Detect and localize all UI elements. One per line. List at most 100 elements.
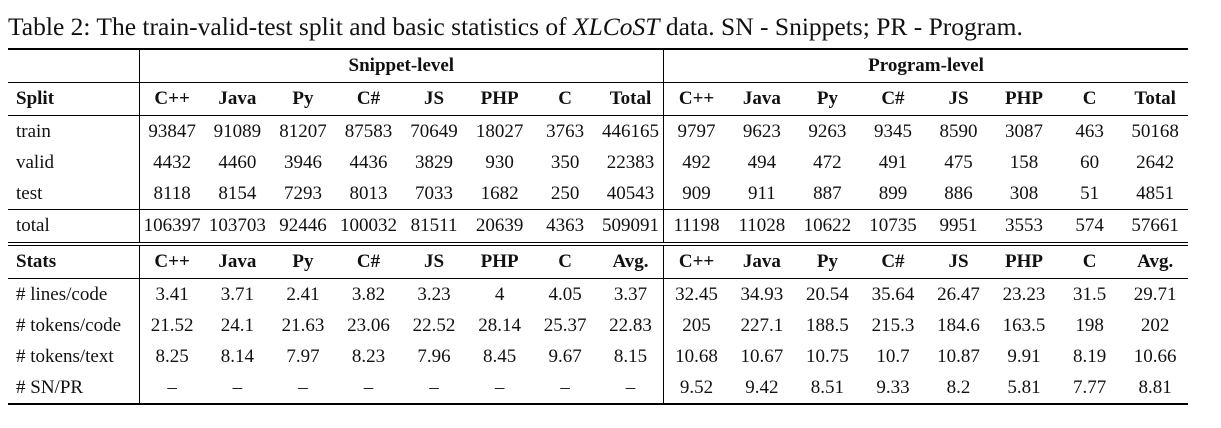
table-cell: 93847 [138,115,205,147]
column-header: C# [860,82,926,116]
table-cell: 29.71 [1122,278,1188,310]
table-cell: 188.5 [806,314,849,336]
table-cell: 4851 [1136,182,1175,204]
table-cell: 81511 [401,209,467,244]
table-cell: 9623 [729,115,795,147]
table-cell: 9345 [860,115,926,147]
table-cell: 10.66 [1133,345,1177,367]
row-label: valid [16,151,54,173]
table-cell: 4.05 [532,278,598,310]
table-cell: 9.91 [1007,345,1041,367]
table-cell: 24.1 [220,314,255,336]
table-cell: 3763 [532,115,598,147]
table-cell: – [204,372,271,405]
column-header: Java [729,82,795,116]
table-cell: 574 [1056,209,1123,244]
table-cell: 163.5 [1002,314,1046,336]
column-header: JS [401,242,467,279]
column-header: C# [335,242,402,279]
table-cell: 106397 [138,209,205,244]
table-cell: 9263 [794,115,861,147]
row-label: # lines/code [8,278,140,310]
table-cell: 87583 [335,115,402,147]
table-cell: 35.64 [860,278,926,310]
table-cell: 887 [813,182,842,204]
table-cell: 8590 [925,115,992,147]
table-cell: – [270,372,336,405]
table-cell: 9.33 [860,372,926,405]
table-cell: 23.23 [991,278,1057,310]
table-cell: 492 [663,147,730,178]
table-cell: 4436 [349,151,388,173]
table-cell: 7.77 [1056,372,1123,405]
table-cell: 103703 [204,209,271,244]
table-cell: 100032 [335,209,402,244]
table-cell: 60 [1080,151,1100,173]
table-cell: 3.71 [204,278,271,310]
column-header: Total [597,82,664,116]
table-cell: – [335,372,402,405]
row-label: test [16,182,43,204]
table-cell: 8.14 [220,345,255,367]
column-header: C++ [138,242,205,279]
table-cell: 491 [878,151,908,173]
table-cell: 10.68 [663,341,730,372]
table-cell: 886 [944,182,973,204]
table-cell: 40543 [606,182,655,204]
column-header: C [1056,82,1123,116]
table-cell: 3.82 [335,278,402,310]
table-cell: 1682 [480,182,519,204]
table-cell: 26.47 [925,278,992,310]
table-cell: 198 [1075,314,1104,336]
table-cell: – [138,372,205,405]
table-cell: 4363 [532,209,598,244]
table-cell: 21.63 [281,314,325,336]
table-cell: 50168 [1122,115,1188,147]
table-cell: 250 [550,182,580,204]
table-cell: 899 [878,182,908,204]
table-row: # SN/PR – – – – – – – –9.52 9.42 8.51 9.33 8.2 5.81 7.… [8,372,1188,405]
table-cell: 18027 [466,115,533,147]
table-cell: 3.37 [597,278,664,310]
table-cell: 11198 [663,209,730,244]
column-header: Java [204,82,271,116]
table-cell: 446165 [597,115,664,147]
table-row: # tokens/text 8.25 8.14 7.97 8.23 7.96 8.45 9.6… [8,341,1188,372]
table-cell: 8.81 [1122,372,1188,405]
table-cell: 91089 [204,115,271,147]
table-cell: 25.37 [543,314,587,336]
table-cell: 57661 [1122,209,1188,244]
column-header: JS [925,82,992,116]
caption-text-after: data. SN - Snippets; PR - Program. [665,12,1023,41]
table-cell: 3829 [415,151,454,173]
table-cell: 9951 [925,209,992,244]
table-cell: 3.41 [138,278,205,310]
table-cell: 81207 [270,115,336,147]
column-header: C# [335,82,402,116]
column-header: PHP [991,242,1057,279]
table-cell: 8154 [218,182,257,204]
table-cell: 22.52 [412,314,456,336]
caption-text-before: The train-valid-test split and basic sta… [96,12,567,41]
table-cell: – [401,372,467,405]
column-header: C# [860,242,926,279]
table-cell: 8118 [138,178,205,210]
table-cell: 350 [550,151,580,173]
table-cell: 7.97 [286,345,320,367]
table-cell: 3553 [991,209,1057,244]
table-row: # lines/code 3.41 3.71 2.41 3.82 3.23 4 4.05 3.3… [8,278,1188,310]
table-row: valid 4432 4460 3946 4436 3829 930 350 22383 492 4… [8,147,1188,178]
column-header: Py [270,242,336,279]
table-row: train 93847 91089 81207 87583 70649 18027 3763 4… [8,115,1188,147]
table-cell: 4 [466,278,533,310]
column-header: Py [270,82,336,116]
table-cell: 3087 [991,115,1057,147]
column-header: Avg. [1122,242,1188,279]
row-label: train [8,115,140,147]
table-cell: 215.3 [871,314,915,336]
table-cell: 2.41 [270,278,336,310]
group-header-program: Program-level [663,48,1188,83]
table-cell: 5.81 [991,372,1057,405]
table-cell: 3.23 [401,278,467,310]
table-cell: 31.5 [1056,278,1123,310]
